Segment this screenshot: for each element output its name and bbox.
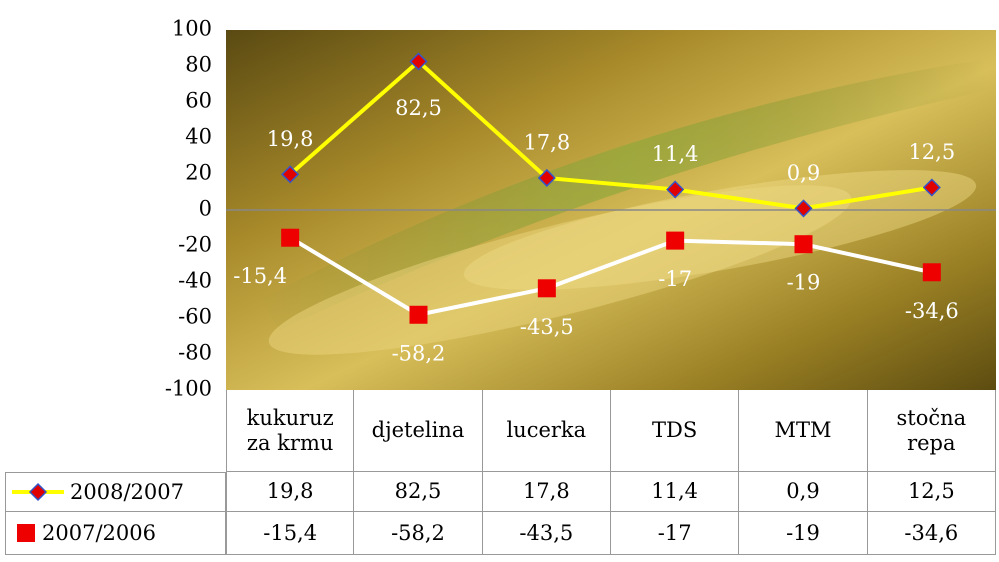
data-label: 19,8 <box>267 127 314 151</box>
marker <box>537 168 556 188</box>
y-tick-label: 40 <box>185 125 212 149</box>
legend-label: 2008/2007 <box>70 479 184 504</box>
table-value: -17 <box>611 512 740 555</box>
data-label: 11,4 <box>652 142 699 166</box>
data-label: -17 <box>658 267 692 291</box>
marker <box>666 180 685 199</box>
y-tick-label: 100 <box>172 17 212 41</box>
data-label: -34,6 <box>905 299 959 323</box>
data-label: 17,8 <box>523 130 570 154</box>
y-tick-label: 20 <box>185 161 212 185</box>
y-tick-label: -80 <box>178 341 212 365</box>
marker <box>28 482 48 502</box>
marker <box>537 279 556 298</box>
data-label: -19 <box>787 271 821 295</box>
legend-icon <box>12 482 64 502</box>
table-value: 12,5 <box>867 472 996 512</box>
table-value: -43,5 <box>482 512 611 555</box>
series-line <box>288 58 933 211</box>
category-header: stočna repa <box>867 390 996 472</box>
marker <box>409 305 428 324</box>
y-tick-label: 60 <box>185 89 212 113</box>
category-header: kukuruz za krmu <box>226 390 355 472</box>
table-value: -15,4 <box>226 512 355 555</box>
y-tick-label: 80 <box>185 53 212 77</box>
marker <box>922 263 941 282</box>
data-label: 82,5 <box>395 96 442 120</box>
category-header: TDS <box>611 390 740 472</box>
marker <box>666 231 685 250</box>
y-tick-label: -40 <box>178 269 212 293</box>
category-header: MTM <box>739 390 868 472</box>
data-label: -15,4 <box>233 264 287 288</box>
table-value: 0,9 <box>739 472 868 512</box>
legend-icon <box>17 524 35 542</box>
marker <box>794 199 813 218</box>
table-value: 19,8 <box>226 472 355 512</box>
table-value: 82,5 <box>354 472 483 512</box>
y-tick-label: -100 <box>165 377 212 401</box>
marker <box>794 235 813 254</box>
data-label: -58,2 <box>392 341 446 365</box>
marker <box>922 178 941 197</box>
marker <box>17 524 35 542</box>
marker <box>281 228 300 247</box>
table-value: -19 <box>739 512 868 555</box>
marker <box>409 52 428 71</box>
table-value: -34,6 <box>867 512 996 555</box>
category-header: djetelina <box>354 390 483 472</box>
y-tick-label: -60 <box>178 305 212 329</box>
legend-label: 2007/2006 <box>42 520 156 545</box>
data-label: 12,5 <box>908 140 955 164</box>
category-header: lucerka <box>482 390 611 472</box>
background-leaf <box>260 60 990 330</box>
marker <box>281 165 300 184</box>
table-value: 17,8 <box>482 472 611 512</box>
y-tick-label: -20 <box>178 233 212 257</box>
legend-cell: 2007/2006 <box>5 512 226 555</box>
table-value: -58,2 <box>354 512 483 555</box>
data-label: -43,5 <box>520 315 574 339</box>
data-label: 0,9 <box>787 161 820 185</box>
y-tick-label: 0 <box>199 197 212 221</box>
table-value: 11,4 <box>611 472 740 512</box>
legend-cell: 2008/2007 <box>5 472 226 512</box>
series-line <box>289 236 933 317</box>
